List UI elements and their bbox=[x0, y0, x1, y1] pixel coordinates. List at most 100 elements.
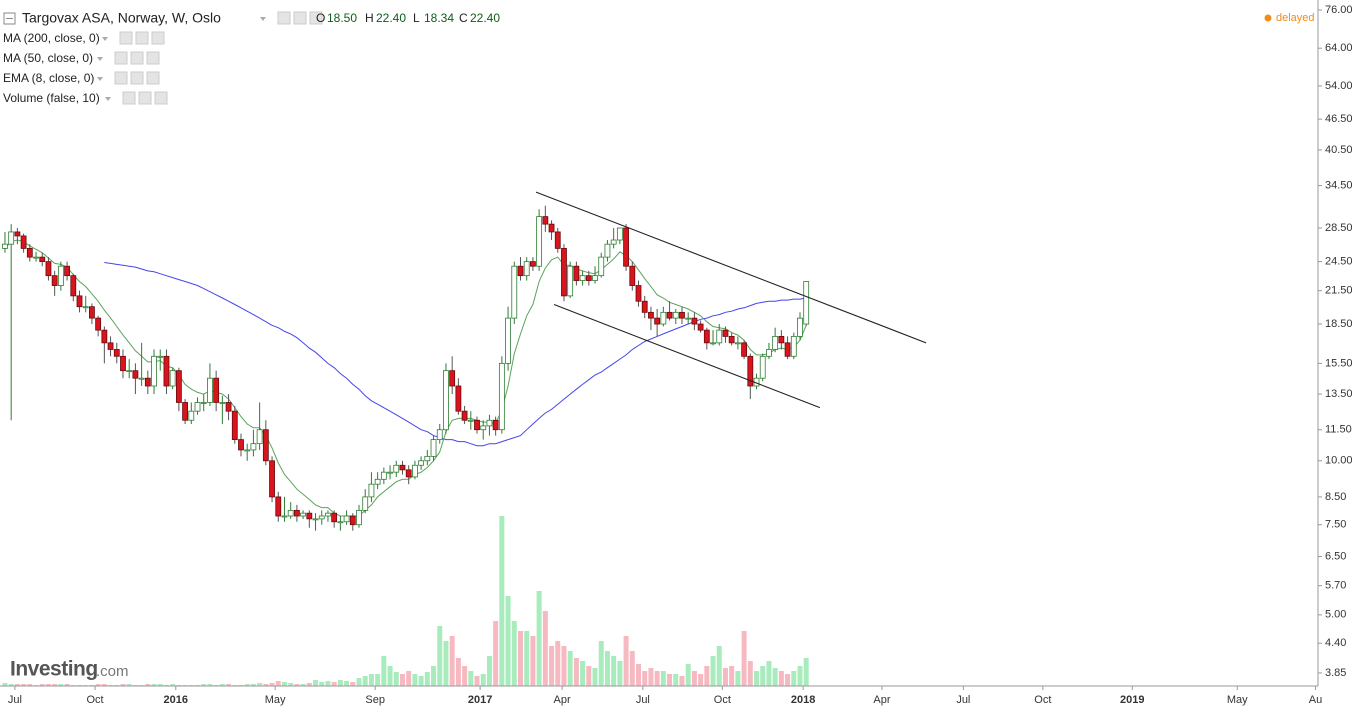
volume-bar bbox=[120, 684, 126, 686]
legend-icon[interactable] bbox=[130, 51, 144, 65]
legend-icon[interactable] bbox=[138, 91, 152, 105]
x-tick-label: Apr bbox=[873, 694, 890, 706]
volume-bar bbox=[368, 674, 374, 686]
legend-icon[interactable] bbox=[114, 71, 128, 85]
candle-body bbox=[635, 285, 642, 302]
ohlc-value: 18.50 bbox=[327, 11, 357, 25]
candle-body bbox=[101, 329, 108, 344]
indicator-label: EMA (8, close, 0) bbox=[3, 71, 94, 85]
candle-body bbox=[685, 317, 692, 320]
y-tick-label: 54.00 bbox=[1325, 80, 1353, 92]
candle-body bbox=[126, 370, 133, 373]
legend-icon[interactable] bbox=[130, 71, 144, 85]
volume-bar bbox=[729, 666, 735, 686]
legend-icon[interactable] bbox=[277, 11, 291, 25]
legend-icon[interactable] bbox=[154, 91, 168, 105]
candle-body bbox=[14, 231, 21, 237]
x-tick-label: Oct bbox=[86, 694, 103, 706]
volume-bar bbox=[331, 682, 337, 686]
volume-bar bbox=[306, 683, 312, 686]
candle-body bbox=[548, 223, 555, 233]
candle-body bbox=[443, 370, 449, 431]
volume-bar bbox=[636, 664, 642, 686]
candle-body bbox=[797, 317, 803, 337]
legend-icon[interactable] bbox=[293, 11, 307, 25]
volume-bar bbox=[474, 676, 480, 686]
candle-body bbox=[679, 311, 685, 319]
y-tick-label: 5.00 bbox=[1325, 609, 1346, 621]
volume-bar bbox=[294, 684, 300, 686]
volume-bar bbox=[45, 684, 51, 686]
candle-body bbox=[511, 265, 518, 319]
volume-bar bbox=[375, 674, 381, 686]
legend-icon[interactable] bbox=[146, 71, 160, 85]
y-tick-label: 7.50 bbox=[1325, 519, 1346, 531]
candle-body bbox=[790, 335, 797, 357]
dropdown-arrow[interactable] bbox=[102, 37, 108, 41]
candle-body bbox=[8, 231, 15, 245]
ohlc-key: L bbox=[413, 11, 420, 25]
candle-body bbox=[691, 317, 698, 325]
volume-bar bbox=[754, 671, 760, 686]
x-tick-label: May bbox=[1227, 694, 1248, 706]
volume-bar bbox=[337, 680, 343, 686]
volume-bar bbox=[2, 683, 8, 686]
legend-icon[interactable] bbox=[122, 91, 136, 105]
x-tick-label: May bbox=[265, 694, 286, 706]
y-tick-label: 76.00 bbox=[1325, 4, 1353, 16]
legend-icon[interactable] bbox=[135, 31, 149, 45]
legend-icon[interactable] bbox=[119, 31, 133, 45]
volume-bar bbox=[207, 684, 213, 686]
candle-body bbox=[418, 460, 425, 466]
dropdown-arrow[interactable] bbox=[105, 97, 111, 101]
volume-bar bbox=[617, 661, 623, 686]
logo-suffix: .com bbox=[96, 663, 129, 680]
volume-bar bbox=[275, 681, 281, 686]
volume-bar bbox=[542, 611, 548, 686]
legend-icon[interactable] bbox=[151, 31, 165, 45]
volume-bar bbox=[319, 682, 325, 686]
y-tick-label: 10.00 bbox=[1325, 455, 1353, 467]
candle-body bbox=[262, 429, 269, 462]
x-tick-label: 2018 bbox=[791, 694, 815, 706]
candle-body bbox=[132, 370, 139, 379]
volume-bar bbox=[486, 656, 492, 686]
volume-bar bbox=[281, 682, 287, 686]
candle-body bbox=[281, 515, 288, 518]
volume-bar bbox=[418, 676, 424, 686]
dropdown-arrow[interactable] bbox=[97, 77, 103, 81]
candle-body bbox=[337, 521, 344, 524]
volume-bar bbox=[499, 516, 505, 686]
candle-body bbox=[2, 243, 8, 249]
legend-icon[interactable] bbox=[114, 51, 128, 65]
volume-bar bbox=[362, 676, 368, 686]
x-tick-label: Jul bbox=[8, 694, 22, 706]
legend-icon[interactable] bbox=[146, 51, 160, 65]
dropdown-arrow[interactable] bbox=[97, 57, 103, 61]
plot-area bbox=[2, 191, 927, 686]
volume-bar bbox=[530, 636, 536, 686]
collapse-icon[interactable] bbox=[3, 12, 16, 25]
candle-body bbox=[76, 295, 83, 308]
volume-bar bbox=[14, 684, 20, 686]
candle-body bbox=[399, 464, 406, 471]
candle-body bbox=[356, 509, 362, 526]
candle-body bbox=[530, 261, 536, 267]
volume-bar bbox=[654, 671, 660, 686]
volume-bar bbox=[126, 684, 132, 686]
dropdown-arrow[interactable] bbox=[260, 17, 266, 21]
volume-bar bbox=[716, 646, 722, 686]
volume-bar bbox=[505, 596, 511, 686]
candle-body bbox=[467, 419, 474, 422]
indicator-line bbox=[4, 239, 807, 517]
volume-bar bbox=[629, 651, 635, 686]
ohlc-value: 22.40 bbox=[470, 11, 500, 25]
legend-icon[interactable] bbox=[309, 11, 323, 25]
volume-bar bbox=[424, 672, 430, 686]
volume-bar bbox=[722, 668, 728, 686]
y-tick-label: 15.50 bbox=[1325, 357, 1353, 369]
volume-bar bbox=[791, 671, 797, 686]
candle-body bbox=[256, 429, 263, 445]
x-tick-label: Jul bbox=[956, 694, 970, 706]
